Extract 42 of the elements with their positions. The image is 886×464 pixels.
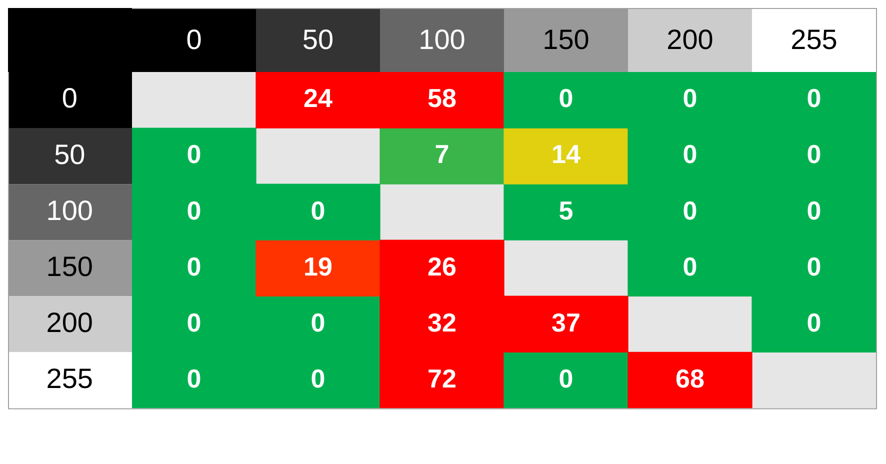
data-label: 0 [806, 139, 822, 170]
x-tick-label: 100 [418, 24, 466, 55]
data-label: 24 [304, 83, 333, 114]
data-label: 0 [186, 363, 202, 394]
data-label: 0 [806, 251, 822, 282]
data-label: 0 [806, 195, 822, 226]
data-label: 0 [682, 83, 698, 114]
x-tick-label: 150 [542, 24, 590, 55]
data-label: 32 [428, 307, 456, 338]
data-label: 0 [186, 139, 202, 170]
data-label: 0 [310, 195, 326, 226]
data-label: 0 [558, 363, 574, 394]
data-label: 0 [806, 307, 822, 338]
data-label: 14 [552, 139, 581, 170]
data-label: 0 [806, 83, 822, 114]
data-label: 19 [304, 251, 332, 282]
x-tick-label: 255 [790, 24, 838, 55]
data-label: 0 [310, 307, 326, 338]
y-tick-label: 255 [46, 362, 93, 394]
y-tick-label: 50 [54, 138, 86, 170]
y-tick-label: 150 [46, 250, 93, 282]
x-tick-label: 0 [186, 24, 202, 55]
data-label: 72 [428, 363, 456, 394]
x-tick-label: 200 [666, 24, 714, 55]
data-label: 0 [558, 83, 574, 114]
data-label: 68 [676, 363, 704, 394]
data-label: 0 [186, 251, 202, 282]
data-label: 58 [428, 83, 456, 114]
data-label: 26 [428, 251, 456, 282]
data-label: 37 [552, 307, 580, 338]
data-label: 0 [186, 195, 202, 226]
data-label: 0 [682, 251, 698, 282]
data-label: 7 [434, 139, 450, 170]
y-tick-label: 200 [46, 306, 93, 338]
y-tick-label: 100 [46, 194, 93, 226]
data-label: 5 [558, 195, 574, 226]
data-label: 0 [310, 363, 326, 394]
x-tick-label: 50 [302, 24, 334, 55]
data-label: 0 [186, 307, 202, 338]
data-label: 0 [682, 139, 698, 170]
data-label: 0 [682, 195, 698, 226]
y-tick-label: 0 [62, 82, 78, 114]
